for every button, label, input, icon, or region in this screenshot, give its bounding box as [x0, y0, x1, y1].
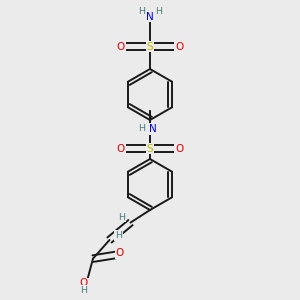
Text: O: O: [175, 41, 184, 52]
Text: H: H: [118, 213, 125, 222]
Text: O: O: [80, 278, 88, 289]
Text: S: S: [147, 41, 153, 52]
Text: S: S: [147, 143, 153, 154]
Text: O: O: [116, 143, 125, 154]
Text: O: O: [175, 143, 184, 154]
Text: H: H: [80, 286, 88, 295]
Text: H: H: [138, 8, 145, 16]
Text: O: O: [116, 41, 125, 52]
Text: O: O: [116, 248, 124, 259]
Text: H: H: [115, 231, 122, 240]
Text: H: H: [138, 124, 145, 133]
Text: H: H: [155, 8, 162, 16]
Text: N: N: [149, 124, 157, 134]
Text: N: N: [146, 11, 154, 22]
